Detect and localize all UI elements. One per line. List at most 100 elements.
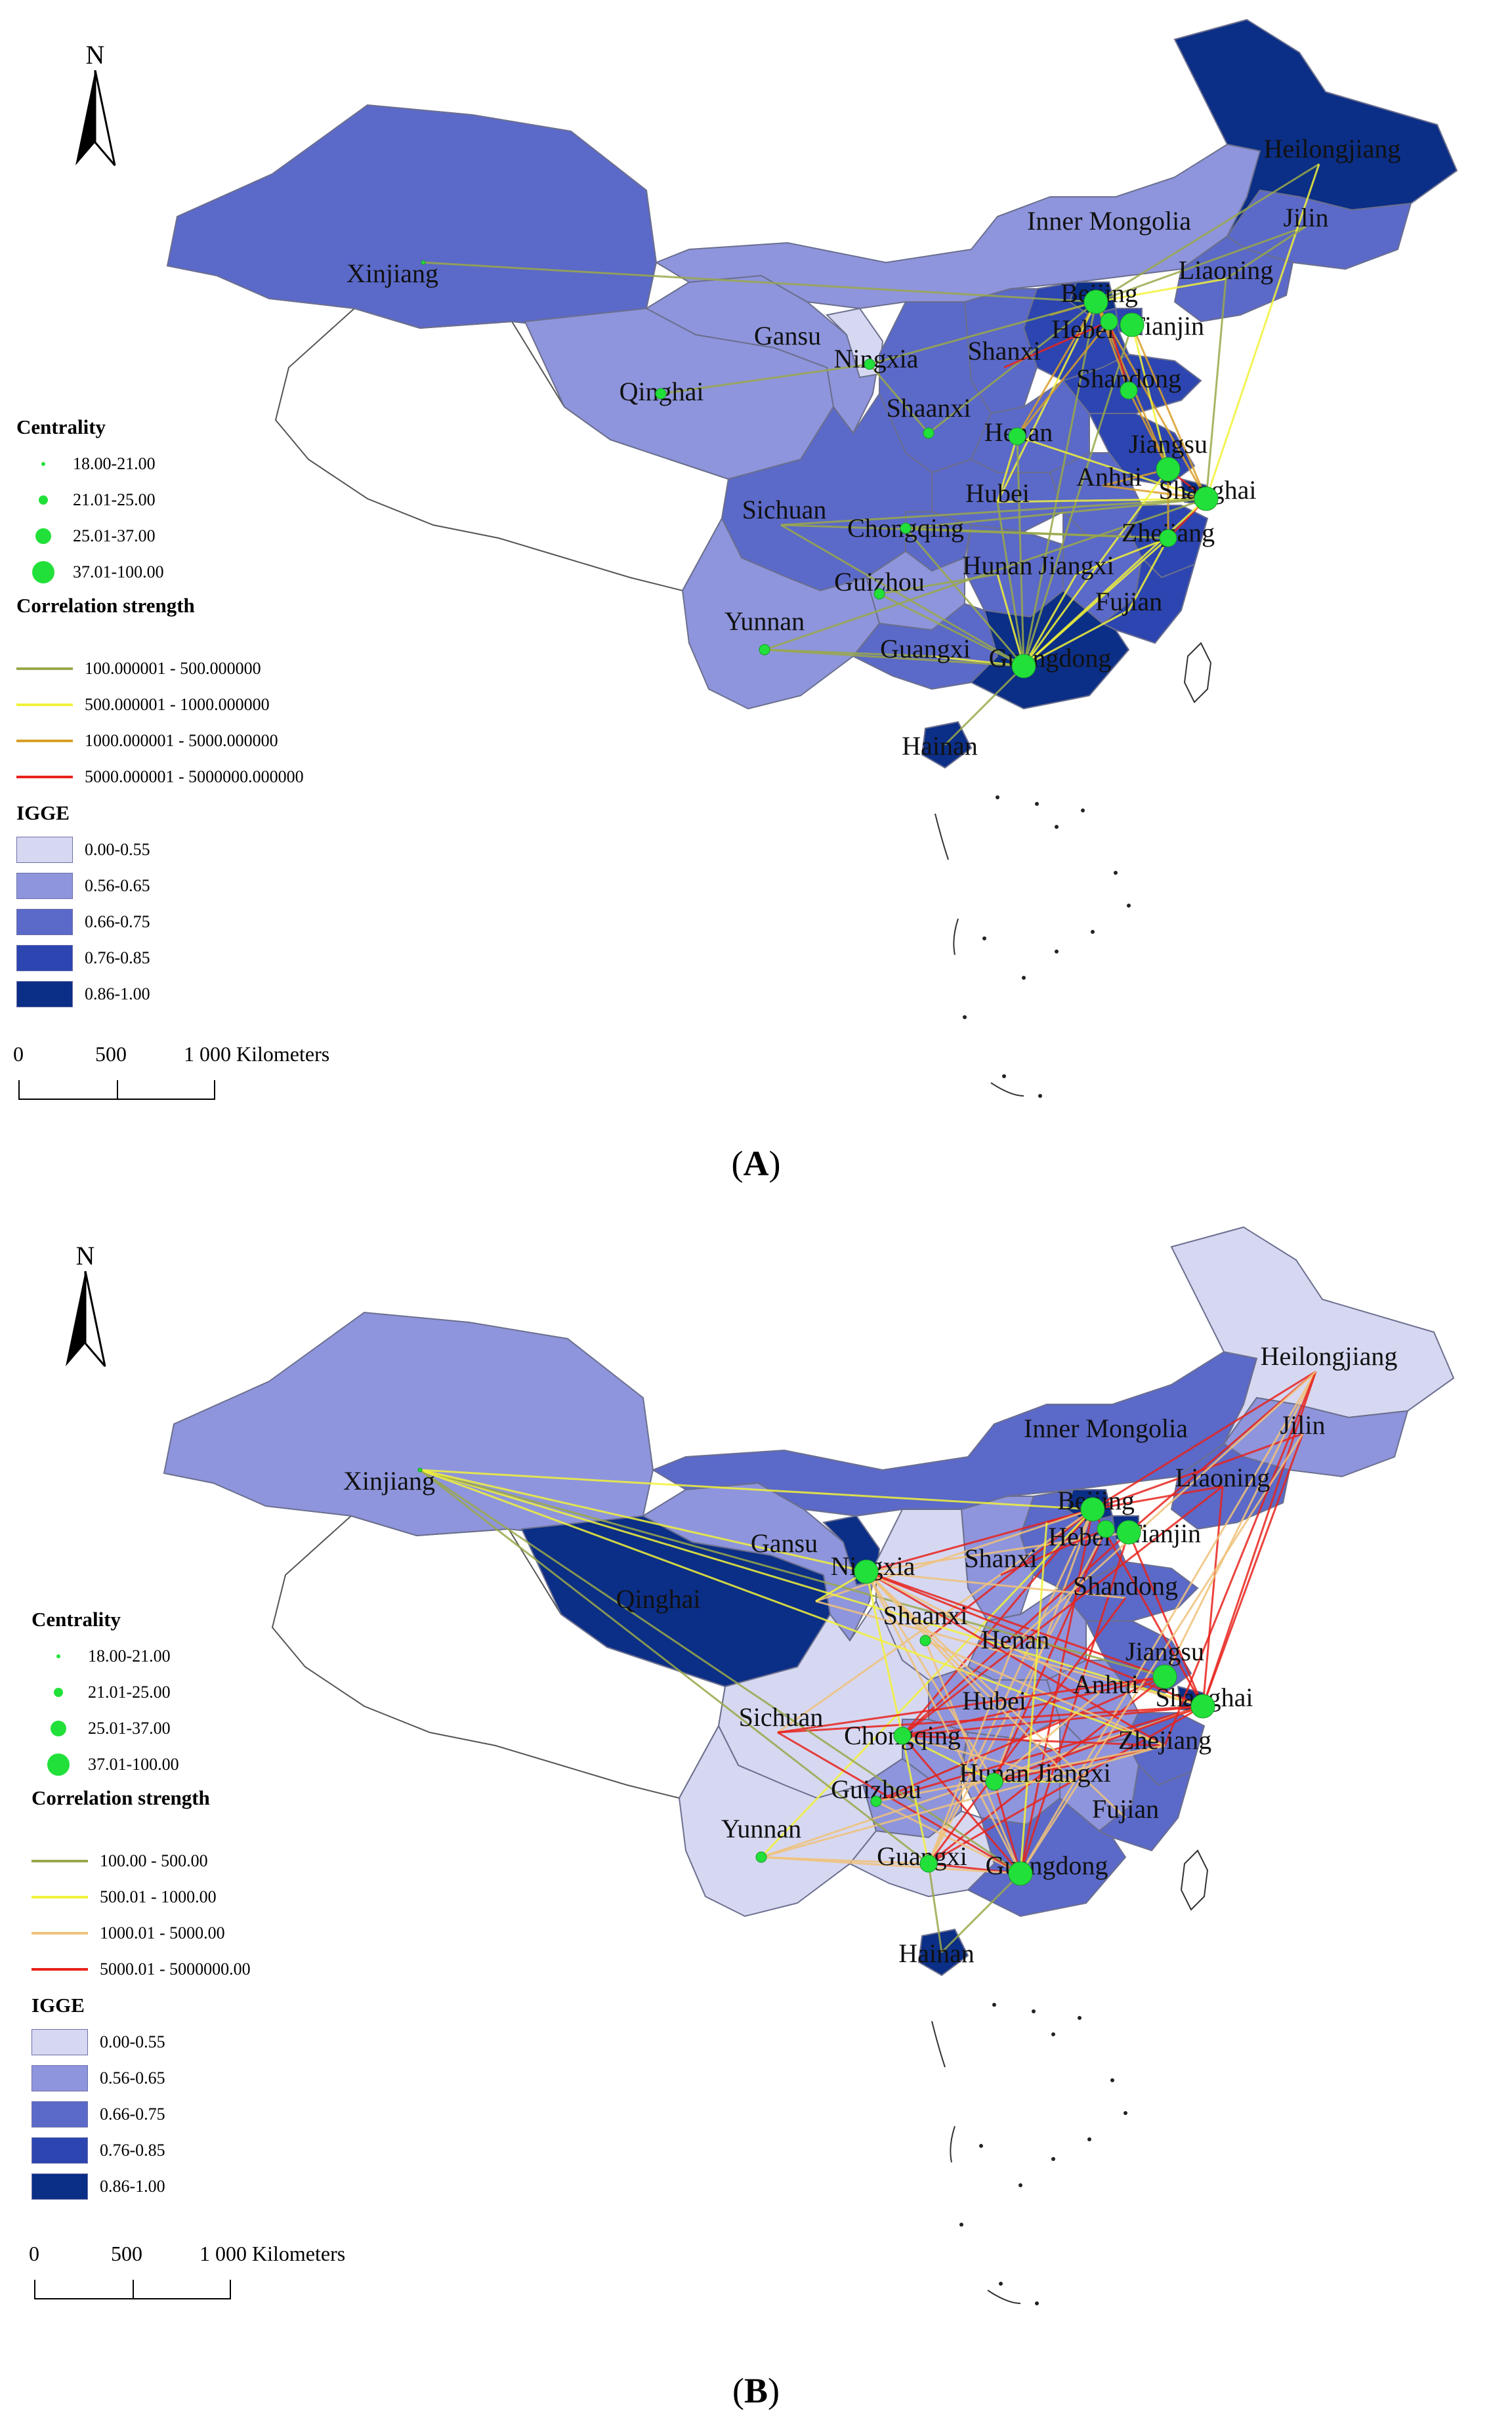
node-xinjiang: [417, 1467, 423, 1473]
centrality-nodes: [421, 260, 1219, 679]
scale-bar-b: 0 500 1 000 Kilometers: [29, 2242, 396, 2307]
label-anhui: Anhui: [1076, 462, 1142, 492]
island-dot: [1032, 2009, 1036, 2013]
edge-shanghai-guizhou: [875, 1705, 1204, 1803]
centrality-nodes: [417, 1467, 1215, 1886]
label-sichuan: Sichuan: [739, 1702, 824, 1732]
edge-jiangsu-heilongjiang: [1164, 1371, 1317, 1677]
edge-ningxia-zhejiang: [866, 1570, 1166, 1747]
province-hainan: [921, 721, 973, 769]
island-dot: [1124, 2111, 1127, 2115]
centrality-legend-item: 18.00-21.00: [16, 446, 304, 482]
edge-shanghai-liaoning: [1205, 278, 1227, 499]
edge-guangxi-hainan: [927, 1863, 943, 1953]
label-liaoning: Liaoning: [1175, 1463, 1270, 1492]
label-gansu: Gansu: [751, 1528, 818, 1558]
label-fujian: Fujian: [1095, 587, 1162, 616]
edge-shanghai-jilin: [1202, 1433, 1304, 1707]
correlation-legend-item: 100.00 - 500.00: [32, 1843, 251, 1879]
island-dot: [1035, 2301, 1039, 2305]
label-ningxia: Ningxia: [834, 344, 919, 373]
taiwan-outline: [1183, 642, 1212, 703]
centrality-legend-item: 37.01-100.00: [16, 554, 304, 590]
label-heilongjiang: Heilongjiang: [1264, 134, 1401, 163]
edge-shanghai-xinjiang: [419, 1469, 1204, 1708]
centrality-legend-item: 25.01-37.00: [32, 1710, 251, 1746]
edge-chongqing-jiangxi: [902, 1734, 1074, 1783]
island-dot: [1038, 1094, 1042, 1098]
edge-jiangsu-ningxia: [866, 1570, 1166, 1678]
edge-shanghai-henan: [1017, 435, 1207, 500]
label-shaanxi: Shaanxi: [887, 393, 971, 423]
edge-ningxia-chongqing: [865, 1571, 904, 1736]
edge-ningxia-beijing: [869, 301, 1097, 366]
label-heilongjiang: Heilongjiang: [1261, 1341, 1398, 1371]
centrality-legend-item: 21.01-25.00: [16, 482, 304, 518]
edge-guangdong-yunnan: [761, 1856, 1021, 1875]
edge-inner-mongolia-guangdong: [1019, 1522, 1048, 1874]
edge-shanghai-sichuan: [780, 497, 1207, 526]
label-sichuan: Sichuan: [742, 495, 827, 524]
edge-beijing-yunnan: [760, 1508, 1094, 1858]
edge-ningxia-xinjiang: [419, 1469, 867, 1573]
edge-guangdong-guizhou: [879, 593, 1024, 667]
edge-chongqing-hunan: [902, 1734, 995, 1783]
edge-guangdong-xinjiang: [419, 1469, 1021, 1875]
edge-beijing-henan: [1016, 301, 1097, 437]
igge-legend-item: 0.56-0.65: [16, 868, 304, 904]
island-dot: [1110, 2078, 1114, 2082]
node-xinjiang: [421, 260, 426, 265]
edge-fujian-ningxia: [865, 1570, 1127, 1819]
edge-beijing-liaoning: [1092, 1485, 1223, 1511]
island-dot: [1051, 2157, 1055, 2161]
edge-shanghai-anhui: [1102, 484, 1207, 500]
correlation-legend-title: Correlation strength: [32, 1786, 210, 1809]
node-zhejiang: [1159, 529, 1177, 547]
node-chongqing: [900, 522, 912, 534]
province-xinjiang: [163, 1311, 654, 1537]
igge-legend-item: 0.66-0.75: [16, 904, 304, 940]
island-dot: [1114, 871, 1118, 875]
edge-beijing-jilin: [1095, 225, 1307, 303]
south-china-sea-islands: [963, 795, 1131, 1098]
igge-legend-item: 0.76-0.85: [32, 2132, 251, 2168]
edge-chongqing-shanghai: [905, 497, 1207, 530]
node-yunnan: [755, 1851, 767, 1863]
edge-guizhou-hunan: [879, 573, 998, 595]
label-hubei: Hubei: [962, 1686, 1026, 1715]
label-jiangxi: Jiangxi: [1038, 551, 1114, 580]
edge-guangdong-henan: [1016, 436, 1025, 667]
edge-guangdong-fujian: [1023, 609, 1129, 667]
south-china-sea-islands: [959, 2003, 1127, 2305]
edge-guangdong-yunnan: [764, 648, 1024, 667]
edge-sichuan-jiangsu: [777, 1675, 1166, 1734]
edge-hunan-anhui: [994, 1692, 1100, 1783]
label-jilin: Jilin: [1280, 1410, 1326, 1440]
nine-dash-line: [931, 2021, 1021, 2304]
edge-beijing-shanghai: [1091, 1509, 1204, 1707]
province-tibet: [274, 307, 730, 592]
edge-jilin-guangdong: [1019, 1433, 1304, 1874]
edge-xinjiang-zhejiang: [419, 1469, 1166, 1747]
node-jiangsu: [1156, 457, 1181, 482]
legend-a: Centrality 18.00-21.00 21.01-25.00 25.01…: [16, 415, 304, 1012]
edge-heilongjiang-henan: [1013, 1370, 1317, 1645]
correlation-legend-item: 500.01 - 1000.00: [32, 1879, 251, 1915]
centrality-legend-item: 21.01-25.00: [32, 1674, 251, 1710]
edge-qinghai-ningxia: [660, 363, 870, 395]
igge-legend-item: 0.86-1.00: [32, 2168, 251, 2204]
label-qinghai: Qinghai: [616, 1584, 701, 1614]
nine-dash-line: [934, 813, 1024, 1097]
correlation-legend-item: 500.000001 - 1000.000000: [16, 686, 304, 723]
edge-beijing-guangdong: [1022, 301, 1097, 667]
edge-beijing-guangxi: [927, 1509, 1094, 1864]
edge-yunnan-guangxi: [764, 648, 933, 658]
correlation-legend-item: 100.000001 - 500.000000: [16, 650, 304, 686]
island-dot: [1035, 802, 1039, 806]
label-hainan: Hainan: [902, 731, 978, 761]
label-hunan: Hunan: [963, 551, 1033, 580]
taiwan-outline: [1180, 1849, 1209, 1911]
scale-zero-label: 0: [29, 2242, 39, 2265]
node-guizhou: [870, 1795, 882, 1807]
